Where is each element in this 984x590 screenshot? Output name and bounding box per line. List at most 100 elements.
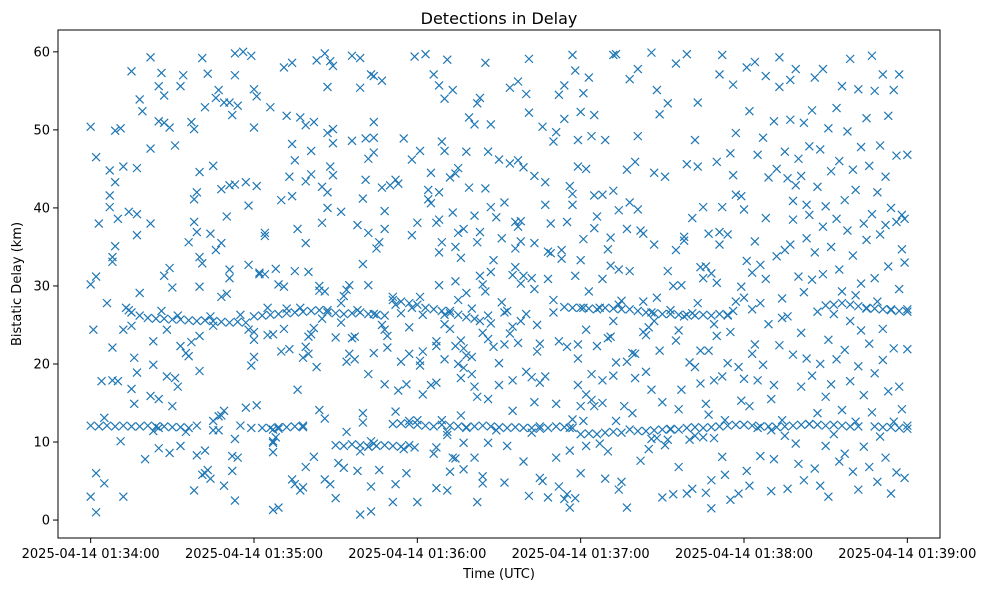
data-point xyxy=(301,238,311,248)
data-point xyxy=(132,209,142,219)
data-point xyxy=(641,330,651,340)
data-point xyxy=(671,336,681,345)
data-point xyxy=(472,237,482,247)
data-point xyxy=(701,399,711,409)
data-point xyxy=(86,122,96,132)
data-point xyxy=(856,142,866,152)
data-point xyxy=(380,325,390,335)
data-point xyxy=(127,421,136,431)
data-point xyxy=(562,217,572,227)
data-point xyxy=(859,219,869,228)
data-point xyxy=(320,414,330,424)
data-point xyxy=(886,203,896,213)
data-point xyxy=(551,399,561,409)
data-point xyxy=(233,453,243,463)
data-point xyxy=(252,181,262,191)
data-point xyxy=(864,339,874,349)
data-point xyxy=(663,266,673,276)
data-point xyxy=(745,106,754,116)
data-point xyxy=(739,374,749,384)
data-point xyxy=(728,80,738,90)
data-point xyxy=(502,306,512,316)
data-point xyxy=(464,112,474,122)
data-point xyxy=(578,416,588,426)
data-point xyxy=(554,90,564,100)
data-point xyxy=(154,443,164,453)
data-point xyxy=(431,341,441,351)
data-point xyxy=(323,187,332,197)
x-tick-label: 2025-04-14 01:35:00 xyxy=(185,547,323,562)
data-point xyxy=(244,325,253,335)
data-point xyxy=(102,298,112,308)
data-point xyxy=(674,326,684,335)
data-point xyxy=(529,171,539,181)
data-point xyxy=(323,82,332,92)
data-point xyxy=(513,77,523,86)
data-point xyxy=(875,141,885,150)
data-point xyxy=(238,47,248,57)
data-point xyxy=(780,431,790,441)
data-point xyxy=(543,492,553,502)
data-point xyxy=(840,195,850,205)
data-point xyxy=(761,274,771,284)
data-point xyxy=(380,224,390,234)
data-point xyxy=(505,329,515,338)
data-point xyxy=(717,372,727,381)
data-point xyxy=(867,209,877,219)
data-point xyxy=(132,368,142,377)
data-point xyxy=(883,262,893,271)
data-point xyxy=(595,439,605,449)
data-point xyxy=(358,418,368,427)
data-point xyxy=(706,503,716,513)
data-point xyxy=(546,248,556,258)
data-point xyxy=(197,258,207,268)
data-point xyxy=(480,58,490,68)
data-point xyxy=(630,373,640,383)
data-point xyxy=(581,325,591,335)
data-point xyxy=(573,135,583,145)
data-point xyxy=(350,332,360,342)
data-point xyxy=(845,54,855,64)
data-point xyxy=(216,292,226,302)
data-point xyxy=(380,440,390,450)
data-point xyxy=(407,303,417,313)
data-point xyxy=(377,76,387,86)
data-point xyxy=(519,457,528,466)
data-point xyxy=(764,319,773,329)
data-point xyxy=(785,75,795,85)
data-point xyxy=(682,49,692,59)
data-point xyxy=(584,429,594,438)
data-point xyxy=(282,304,292,314)
data-point xyxy=(755,451,765,461)
data-point xyxy=(717,452,727,462)
data-point xyxy=(162,325,172,335)
data-point xyxy=(764,421,773,431)
data-point xyxy=(788,196,798,206)
data-point xyxy=(614,205,624,215)
data-point xyxy=(410,52,420,61)
data-point xyxy=(576,107,586,117)
data-point xyxy=(513,338,523,348)
data-point xyxy=(91,272,101,282)
data-point xyxy=(222,212,232,221)
data-point xyxy=(851,290,861,300)
data-point xyxy=(459,343,469,353)
data-point xyxy=(225,98,234,107)
data-point xyxy=(445,324,455,334)
data-point xyxy=(837,298,847,308)
data-point xyxy=(282,111,292,121)
data-point xyxy=(510,422,520,432)
data-point xyxy=(845,300,855,310)
data-point xyxy=(225,273,234,283)
data-point xyxy=(807,105,817,115)
data-point xyxy=(287,475,297,484)
data-point xyxy=(102,421,112,431)
data-point xyxy=(886,422,896,432)
data-point xyxy=(608,304,618,314)
data-point xyxy=(736,282,746,292)
data-point xyxy=(568,414,577,424)
data-point xyxy=(108,343,117,353)
data-point xyxy=(543,247,553,257)
data-point xyxy=(791,64,801,74)
data-point xyxy=(527,428,537,438)
